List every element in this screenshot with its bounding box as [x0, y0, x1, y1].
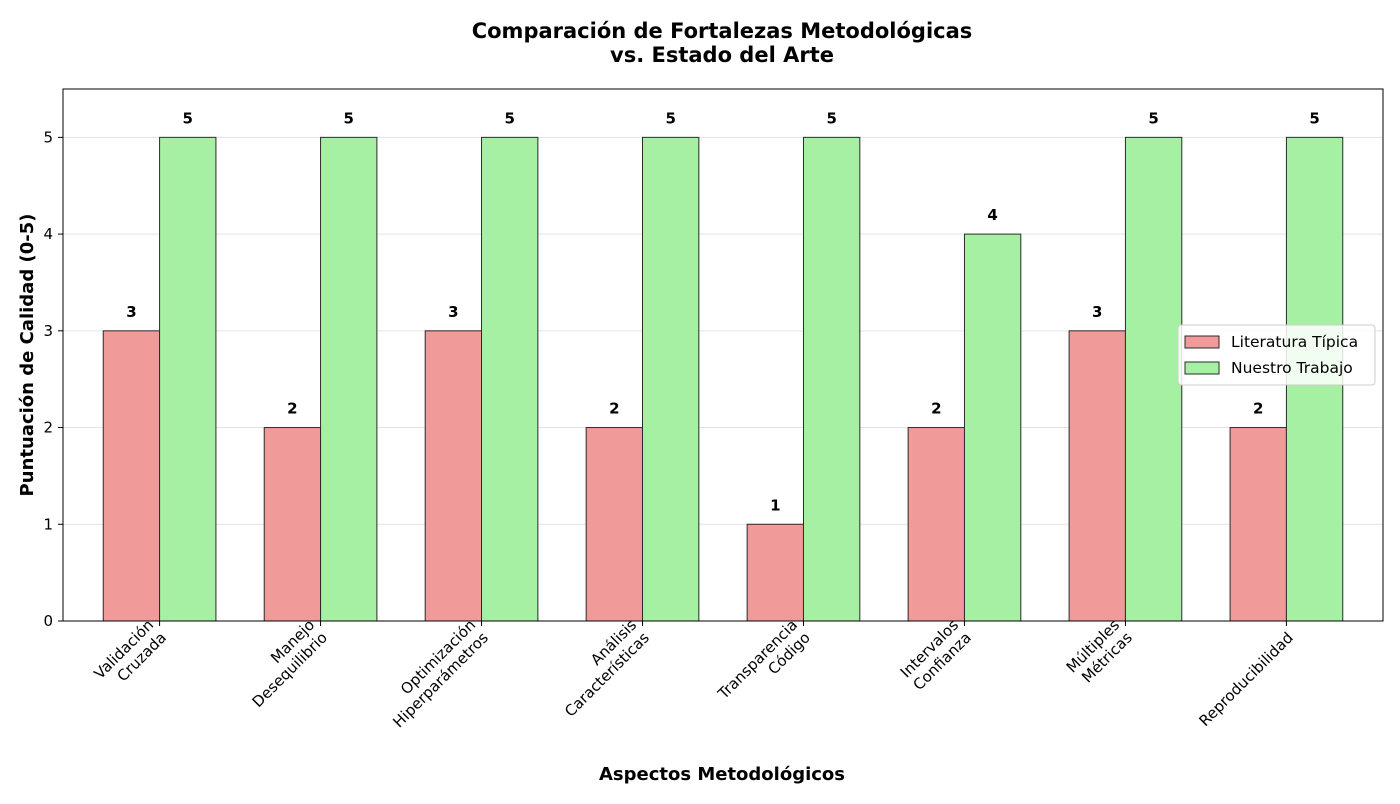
- x-tick-label: ValidaciónCruzada: [90, 616, 170, 696]
- value-label: 5: [344, 109, 354, 127]
- legend-swatch: [1184, 361, 1220, 375]
- bar-nuestro-5: [963, 233, 1022, 622]
- y-tick-label: 2: [43, 419, 53, 437]
- y-axis-label: Puntuación de Calidad (0-5): [17, 214, 38, 497]
- x-tick-label: AnálisisCaracterísticas: [548, 616, 653, 721]
- svg-text:ManejoDesequilibrio: ManejoDesequilibrio: [236, 616, 331, 711]
- y-tick-label: 0: [43, 612, 53, 630]
- legend-swatch: [1184, 335, 1220, 349]
- bar-literatura-6: [1068, 330, 1126, 622]
- chart-title-line-1: Comparación de Fortalezas Metodológicas: [472, 19, 973, 43]
- x-tick-label: Reproducibilidad: [1196, 629, 1297, 730]
- x-tick-label: ManejoDesequilibrio: [236, 616, 331, 711]
- value-labels: 3 5 2 5 3 5 2 5 1 5 2 4 3 5 2 5: [126, 109, 1320, 514]
- svg-text:TransparenciaCódigo: TransparenciaCódigo: [714, 616, 814, 716]
- value-label: 5: [1309, 109, 1319, 127]
- value-label: 3: [126, 303, 136, 321]
- value-label: 3: [448, 303, 458, 321]
- y-axis: 0 1 2 3 4 5: [43, 128, 63, 630]
- bar-nuestro-3: [642, 136, 700, 622]
- bar-nuestro-4: [802, 136, 861, 622]
- svg-text:ValidaciónCruzada: ValidaciónCruzada: [90, 616, 170, 696]
- x-axis-label: Aspectos Metodológicos: [599, 764, 845, 785]
- legend-label: Literatura Típica: [1231, 333, 1358, 351]
- value-label: 5: [1148, 109, 1158, 127]
- y-tick-label: 1: [43, 515, 53, 533]
- x-tick-label: IntervalosConfianza: [897, 616, 975, 694]
- x-tick-label: MúltiplesMétricas: [1063, 616, 1136, 689]
- bar-literatura-2: [424, 330, 483, 622]
- value-label: 2: [931, 400, 941, 418]
- svg-text:IntervalosConfianza: IntervalosConfianza: [897, 616, 975, 694]
- value-label: 5: [826, 109, 836, 127]
- value-label: 2: [609, 400, 619, 418]
- value-label: 1: [770, 496, 780, 514]
- bar-literatura-1: [263, 427, 322, 622]
- svg-text:MúltiplesMétricas: MúltiplesMétricas: [1063, 616, 1136, 689]
- x-axis: ValidaciónCruzada ManejoDesequilibrio Opti…: [90, 616, 1296, 731]
- legend-box: [1177, 324, 1376, 386]
- value-label: 3: [1092, 303, 1102, 321]
- plot-area-frame: [62, 88, 1384, 622]
- svg-text:OptimizaciónHiperparámetros: OptimizaciónHiperparámetros: [377, 616, 492, 731]
- legend-label: Nuestro Trabajo: [1231, 359, 1353, 377]
- y-tick-label: 4: [43, 225, 53, 243]
- value-label: 5: [665, 109, 675, 127]
- value-label: 4: [987, 206, 997, 224]
- bar-literatura-0: [102, 330, 161, 622]
- bar-nuestro-2: [481, 136, 539, 622]
- x-tick-label: OptimizaciónHiperparámetros: [377, 616, 492, 731]
- bar-literatura-4: [746, 523, 804, 622]
- y-tick-label: 3: [43, 322, 53, 340]
- y-tick-label: 5: [43, 128, 53, 146]
- value-label: 5: [504, 109, 514, 127]
- value-label: 2: [287, 400, 297, 418]
- value-label: 2: [1253, 400, 1263, 418]
- bar-literatura-5: [907, 427, 965, 622]
- svg-text:AnálisisCaracterísticas: AnálisisCaracterísticas: [548, 616, 653, 721]
- chart-title: Comparación de Fortalezas Metodológicas …: [472, 19, 973, 67]
- bar-nuestro-6: [1124, 136, 1183, 622]
- legend: Literatura Típica Nuestro Trabajo: [1177, 324, 1376, 386]
- bar-literatura-3: [585, 427, 644, 622]
- bar-nuestro-0: [159, 136, 217, 622]
- x-tick-label: TransparenciaCódigo: [714, 616, 814, 716]
- chart-title-line-2: vs. Estado del Arte: [610, 43, 834, 67]
- bar-literatura-7: [1229, 427, 1287, 622]
- value-label: 5: [183, 109, 193, 127]
- bar-nuestro-1: [320, 136, 378, 622]
- svg-text:Reproducibilidad: Reproducibilidad: [1196, 629, 1297, 730]
- bars: [102, 136, 1344, 622]
